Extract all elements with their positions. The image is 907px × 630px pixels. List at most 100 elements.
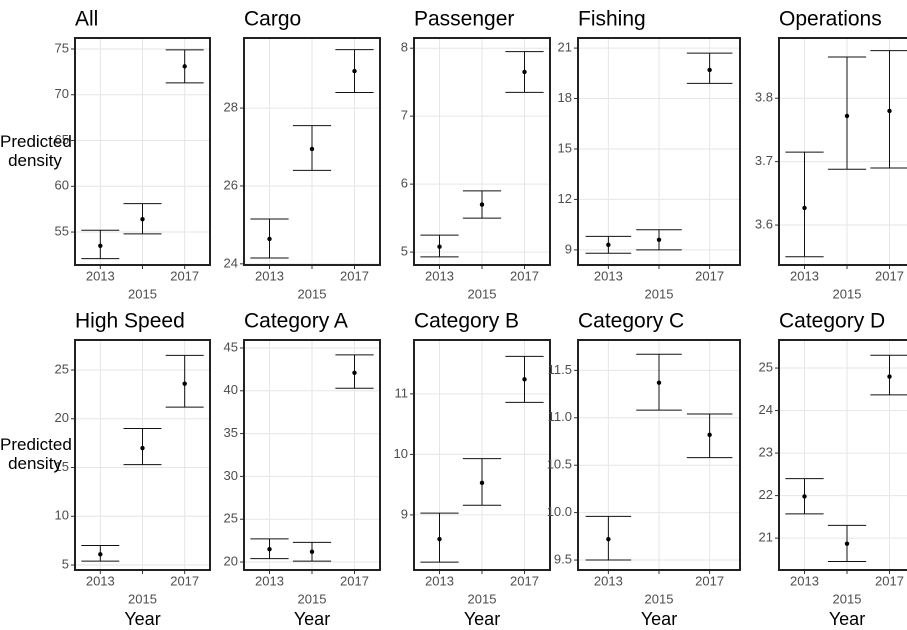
y-axis-label: Predicted density	[0, 435, 72, 473]
panel-border	[243, 339, 381, 571]
y-tick-label: 20	[55, 410, 69, 425]
point	[267, 236, 272, 242]
x-tick-label: 2017	[510, 573, 539, 588]
y-tick-label: 10.5	[547, 457, 572, 472]
y-tick-label: 11.5	[548, 362, 572, 377]
point	[479, 202, 485, 207]
point	[437, 244, 442, 249]
point	[140, 217, 145, 222]
x-tick-label: 2015	[645, 591, 674, 606]
x-axis-label: Year	[294, 609, 330, 629]
point	[802, 205, 807, 211]
point	[352, 68, 357, 74]
point	[267, 546, 272, 552]
point	[887, 108, 892, 114]
x-tick-label: 2017	[170, 268, 199, 283]
y-tick-label: 25	[224, 511, 238, 526]
y-tick-label: 20	[224, 553, 238, 568]
y-tick-label: 11	[395, 385, 409, 400]
panel-title: Category A	[244, 310, 348, 333]
point	[522, 377, 527, 382]
y-tick-label: 75	[55, 40, 69, 55]
x-tick-label: 2017	[340, 573, 369, 588]
y-tick-label: 65	[55, 132, 69, 147]
y-tick-label: 35	[224, 425, 238, 440]
point	[707, 67, 712, 73]
y-tick-label: 23	[759, 445, 773, 460]
y-tick-label: 22	[759, 487, 773, 502]
y-tick-label: 5	[62, 556, 69, 571]
y-tick-label: 21	[558, 40, 572, 55]
x-axis-label: Year	[464, 609, 500, 629]
x-tick-label: 2013	[790, 268, 819, 283]
x-tick-label: 2013	[594, 268, 623, 283]
y-tick-label: 3.8	[755, 90, 773, 105]
y-tick-label: 40	[224, 382, 238, 397]
y-axis-label: Predicted density	[0, 131, 72, 170]
x-tick-label: 2015	[298, 591, 327, 606]
x-tick-label: 2015	[298, 286, 327, 301]
x-tick-label: 2015	[833, 286, 862, 301]
panel-border	[74, 37, 211, 266]
panel-title: Passenger	[414, 8, 514, 31]
y-tick-label: 9	[401, 506, 408, 521]
point	[656, 380, 662, 385]
y-tick-label: 25	[55, 361, 69, 376]
y-tick-label: 60	[55, 178, 69, 193]
x-tick-label: 2015	[468, 591, 497, 606]
y-tick-label: 70	[55, 86, 69, 101]
x-tick-label: 2017	[695, 573, 724, 588]
point	[309, 146, 315, 152]
panel-border	[577, 339, 741, 571]
y-tick-label: 10	[394, 446, 408, 461]
x-tick-label: 2017	[340, 268, 369, 283]
y-tick-label: 25	[759, 359, 773, 374]
panel-title: All	[75, 8, 98, 31]
x-tick-label: 2013	[594, 573, 623, 588]
point	[352, 370, 357, 375]
y-tick-label: 26	[224, 177, 238, 192]
x-tick-label: 2013	[425, 573, 454, 588]
panel-title: High Speed	[75, 310, 185, 333]
panel-title: Category B	[414, 310, 519, 333]
x-axis-label: Year	[641, 609, 677, 629]
panel-title: Category D	[779, 310, 885, 333]
y-tick-label: 7	[401, 108, 408, 123]
point	[437, 536, 442, 542]
panel-title: Category C	[578, 310, 684, 333]
point	[606, 242, 611, 248]
y-tick-label: 5	[401, 244, 408, 259]
y-tick-label: 9	[565, 241, 572, 256]
x-tick-label: 2015	[468, 286, 497, 301]
y-tick-label: 3.6	[755, 216, 773, 231]
x-tick-label: 2013	[255, 268, 284, 283]
point	[98, 243, 103, 248]
point	[522, 69, 527, 75]
x-tick-label: 2015	[128, 591, 157, 606]
point	[140, 445, 145, 451]
panel-title: Operations	[779, 8, 882, 31]
x-tick-label: 2017	[875, 268, 904, 283]
y-tick-label: 24	[759, 402, 773, 417]
x-tick-label: 2015	[833, 591, 862, 606]
panel-title: Cargo	[244, 8, 301, 31]
x-tick-label: 2013	[425, 268, 454, 283]
y-tick-label: 15	[558, 140, 572, 155]
point	[309, 549, 315, 554]
x-axis-label: Year	[124, 609, 160, 629]
y-tick-label: 10	[55, 508, 69, 523]
panel-border	[74, 339, 211, 571]
panel-title: Fishing	[578, 8, 646, 31]
y-tick-label: 21	[759, 530, 773, 545]
x-tick-label: 2015	[645, 286, 674, 301]
y-tick-label: 6	[401, 176, 408, 191]
point	[182, 64, 187, 69]
y-tick-label: 18	[558, 90, 572, 105]
y-tick-label: 12	[558, 191, 572, 206]
x-tick-label: 2017	[170, 573, 199, 588]
y-tick-label: 8	[401, 40, 408, 55]
point	[802, 494, 807, 499]
point	[656, 237, 662, 242]
